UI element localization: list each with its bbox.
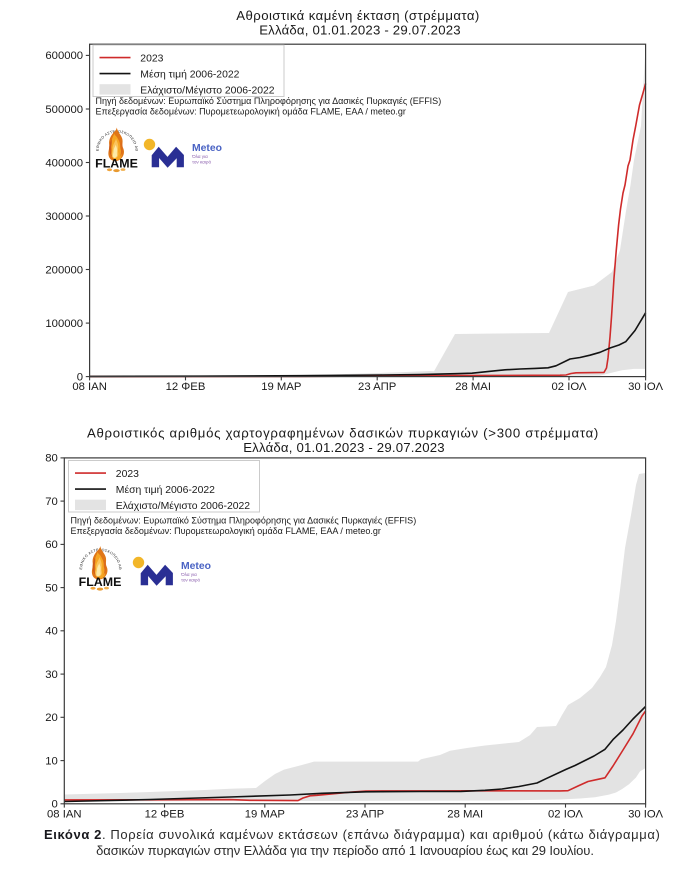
svg-text:02 ΙΟΛ: 02 ΙΟΛ [548,808,583,820]
svg-text:FLAME: FLAME [95,156,138,170]
svg-text:2023: 2023 [140,54,163,65]
svg-text:28 ΜΑΙ: 28 ΜΑΙ [447,808,483,820]
svg-text:Αθροιστικός αριθμός χαρτογραφη: Αθροιστικός αριθμός χαρτογραφημένων δασι… [87,426,599,441]
svg-text:12 ΦΕΒ: 12 ΦΕΒ [166,381,206,393]
svg-text:60: 60 [45,539,58,551]
svg-text:Πηγή δεδομένων: Ευρωπαϊκό Σύστ: Πηγή δεδομένων: Ευρωπαϊκό Σύστημα Πληροφ… [96,96,442,106]
svg-text:Ελάχιστο/Μέγιστο 2006-2022: Ελάχιστο/Μέγιστο 2006-2022 [140,84,275,96]
svg-text:23 ΑΠΡ: 23 ΑΠΡ [346,808,384,820]
svg-text:Ελλάδα, 01.01.2023 - 29.07.202: Ελλάδα, 01.01.2023 - 29.07.2023 [243,440,445,455]
svg-text:10: 10 [45,755,58,767]
svg-text:100000: 100000 [45,318,83,330]
svg-text:Όλα για: Όλα για [180,572,197,577]
svg-text:600000: 600000 [45,50,83,62]
svg-text:40: 40 [45,626,58,638]
svg-text:0: 0 [52,799,58,811]
svg-text:08 ΙΑΝ: 08 ΙΑΝ [72,381,107,393]
svg-text:400000: 400000 [45,157,83,169]
svg-text:12 ΦΕΒ: 12 ΦΕΒ [145,808,185,820]
svg-text:200000: 200000 [45,264,83,276]
svg-text:70: 70 [45,496,58,508]
svg-text:Meteo: Meteo [192,143,222,154]
svg-text:23 ΑΠΡ: 23 ΑΠΡ [358,381,396,393]
svg-text:28 ΜΑΙ: 28 ΜΑΙ [455,381,491,393]
svg-text:Όλα για: Όλα για [191,154,208,159]
svg-text:Ελάχιστο/Μέγιστο 2006-2022: Ελάχιστο/Μέγιστο 2006-2022 [116,500,251,512]
svg-text:Ελλάδα, 01.01.2023 - 29.07.202: Ελλάδα, 01.01.2023 - 29.07.2023 [259,23,461,38]
svg-text:Meteo: Meteo [181,561,211,572]
svg-text:2023: 2023 [116,469,139,480]
svg-text:FLAME: FLAME [79,575,122,589]
svg-text:19 ΜΑΡ: 19 ΜΑΡ [261,381,301,393]
svg-text:Επεξεργασία δεδομένων: Πυρομετ: Επεξεργασία δεδομένων: Πυρομετεωρολογική… [71,526,381,536]
svg-text:Μέση τιμή 2006-2022: Μέση τιμή 2006-2022 [140,69,239,81]
svg-text:Μέση τιμή 2006-2022: Μέση τιμή 2006-2022 [116,484,215,496]
svg-text:τον καιρό: τον καιρό [192,159,211,165]
svg-text:30 ΙΟΛ: 30 ΙΟΛ [628,381,663,393]
svg-text:30: 30 [45,669,58,681]
svg-text:0: 0 [77,371,83,383]
svg-text:08 ΙΑΝ: 08 ΙΑΝ [47,808,82,820]
svg-text:02 ΙΟΛ: 02 ΙΟΛ [552,381,587,393]
svg-text:20: 20 [45,712,58,724]
svg-text:300000: 300000 [45,211,83,223]
svg-text:Πηγή δεδομένων: Ευρωπαϊκό Σύστ: Πηγή δεδομένων: Ευρωπαϊκό Σύστημα Πληροφ… [71,516,417,526]
svg-text:Εικόνα 2. Πορεία συνολικά καμέ: Εικόνα 2. Πορεία συνολικά καμένων εκτάσε… [44,827,660,842]
svg-text:50: 50 [45,582,58,594]
svg-text:δασικών πυρκαγιών στην Ελλάδα: δασικών πυρκαγιών στην Ελλάδα για την πε… [96,843,594,858]
svg-text:500000: 500000 [45,104,83,116]
svg-text:30 ΙΟΛ: 30 ΙΟΛ [628,808,663,820]
svg-text:19 ΜΑΡ: 19 ΜΑΡ [245,808,285,820]
svg-text:τον καιρό: τον καιρό [181,577,200,583]
svg-text:Αθροιστικά καμένη έκταση (στρέ: Αθροιστικά καμένη έκταση (στρέμματα) [236,8,479,23]
svg-text:80: 80 [45,453,58,465]
svg-text:Επεξεργασία δεδομένων: Πυρομετ: Επεξεργασία δεδομένων: Πυρομετεωρολογική… [96,107,406,117]
